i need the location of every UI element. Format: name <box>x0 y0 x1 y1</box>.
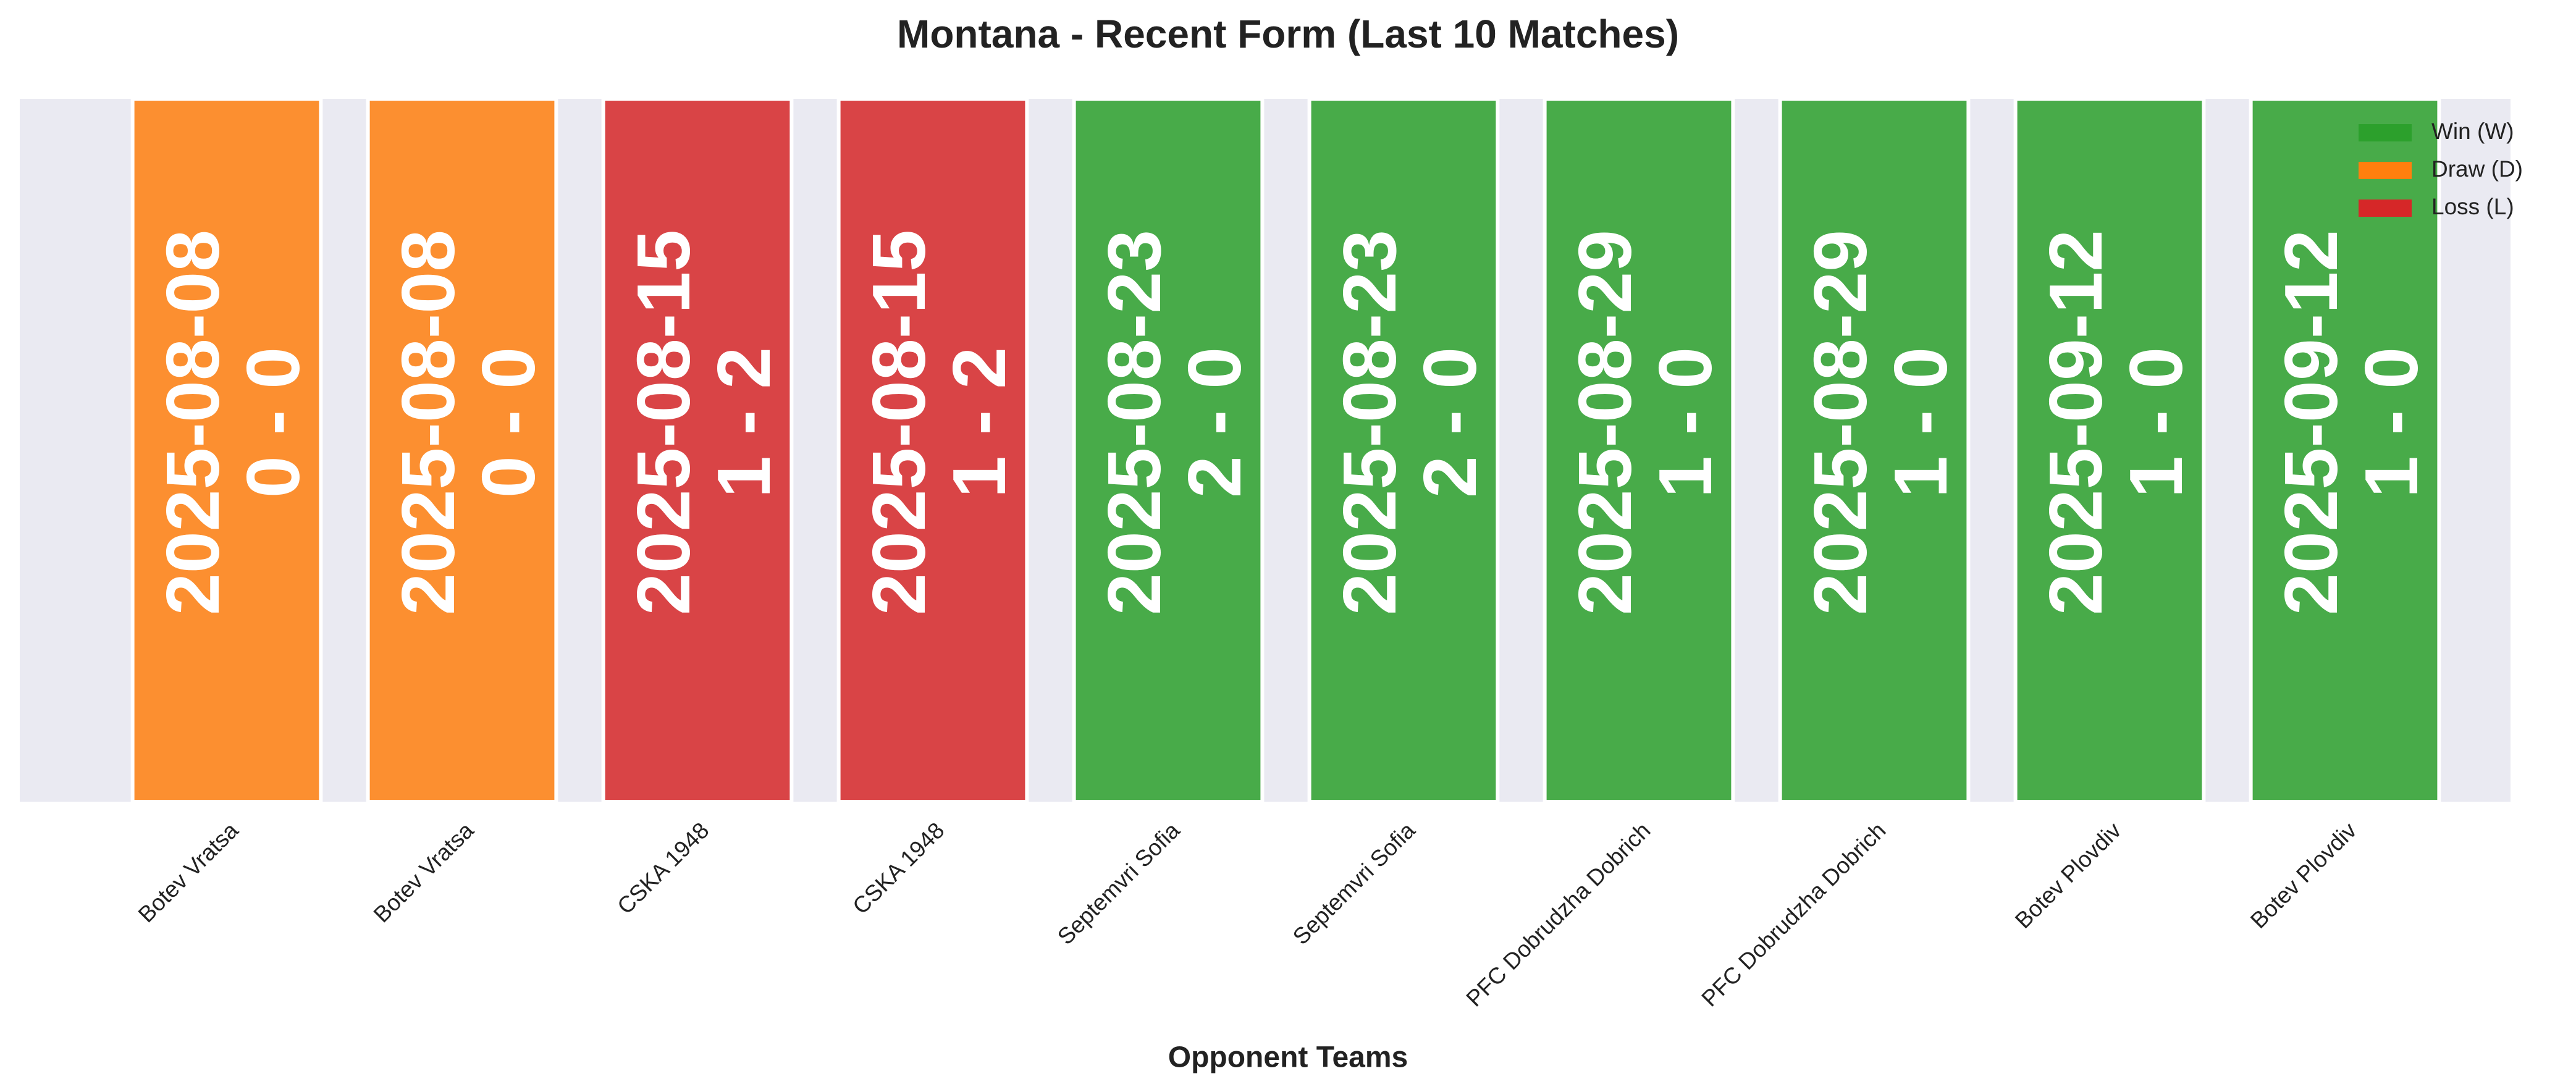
bar <box>130 97 323 804</box>
match-date: 2025-08-08 <box>386 230 470 615</box>
x-tick-label: Botev Vratsa <box>133 817 243 927</box>
bar <box>1307 97 1500 804</box>
match-score: 1 - 2 <box>702 347 786 498</box>
bar <box>836 97 1029 804</box>
legend-label: Draw (D) <box>2431 156 2523 182</box>
x-tick-label: Septemvri Sofia <box>1288 817 1420 949</box>
legend-swatch <box>2359 162 2412 179</box>
bar <box>1543 97 1735 804</box>
x-tick-label: Septemvri Sofia <box>1053 817 1185 949</box>
match-date: 2025-08-29 <box>1798 230 1882 615</box>
bar-label: 2025-08-151 - 2 <box>621 230 786 615</box>
match-score: 1 - 2 <box>937 347 1021 498</box>
match-score: 1 - 0 <box>1879 347 1963 498</box>
chart-title: Montana - Recent Form (Last 10 Matches) <box>897 12 1679 56</box>
match-score: 2 - 0 <box>1172 347 1256 498</box>
match-date: 2025-08-15 <box>857 230 941 615</box>
x-tick-label: Botev Plovdiv <box>2010 817 2126 933</box>
legend-label: Win (W) <box>2431 119 2514 144</box>
x-tick-label: CSKA 1948 <box>612 818 713 919</box>
legend-swatch <box>2359 200 2412 217</box>
bar-label: 2025-08-232 - 0 <box>1328 230 1492 615</box>
bar-label: 2025-09-121 - 0 <box>2269 230 2433 615</box>
x-tick-label: CSKA 1948 <box>848 818 949 919</box>
x-tick-label: PFC Dobrudzha Dobrich <box>1462 818 1656 1012</box>
bar-label: 2025-08-080 - 0 <box>151 230 315 615</box>
x-tick-label: Botev Plovdiv <box>2246 817 2362 933</box>
match-date: 2025-08-15 <box>621 230 705 615</box>
bar-label: 2025-08-291 - 0 <box>1563 230 1727 615</box>
bar <box>366 97 558 804</box>
bar-label: 2025-08-291 - 0 <box>1798 230 1963 615</box>
bar <box>1072 97 1265 804</box>
match-score: 2 - 0 <box>1408 347 1492 498</box>
x-tick-label: Botev Vratsa <box>369 817 479 927</box>
x-tick-label: PFC Dobrudzha Dobrich <box>1697 818 1891 1012</box>
bar-label: 2025-09-121 - 0 <box>2034 230 2198 615</box>
match-score: 0 - 0 <box>231 347 315 498</box>
match-date: 2025-08-23 <box>1092 230 1176 615</box>
bar <box>2013 97 2206 804</box>
match-score: 1 - 0 <box>2114 347 2198 498</box>
match-date: 2025-08-23 <box>1328 230 1412 615</box>
match-date: 2025-08-29 <box>1563 230 1647 615</box>
match-date: 2025-08-08 <box>151 230 235 615</box>
match-score: 1 - 0 <box>1643 347 1727 498</box>
match-date: 2025-09-12 <box>2269 230 2353 615</box>
bar-label: 2025-08-232 - 0 <box>1092 230 1256 615</box>
bar <box>601 97 794 804</box>
x-axis-label: Opponent Teams <box>1168 1041 1408 1074</box>
legend-swatch <box>2359 124 2412 141</box>
bar-label: 2025-08-080 - 0 <box>386 230 550 615</box>
bar-label: 2025-08-151 - 2 <box>857 230 1021 615</box>
legend-label: Loss (L) <box>2431 194 2514 219</box>
match-score: 1 - 0 <box>2349 347 2433 498</box>
bar <box>1778 97 1971 804</box>
match-score: 0 - 0 <box>466 347 550 498</box>
match-date: 2025-09-12 <box>2034 230 2118 615</box>
